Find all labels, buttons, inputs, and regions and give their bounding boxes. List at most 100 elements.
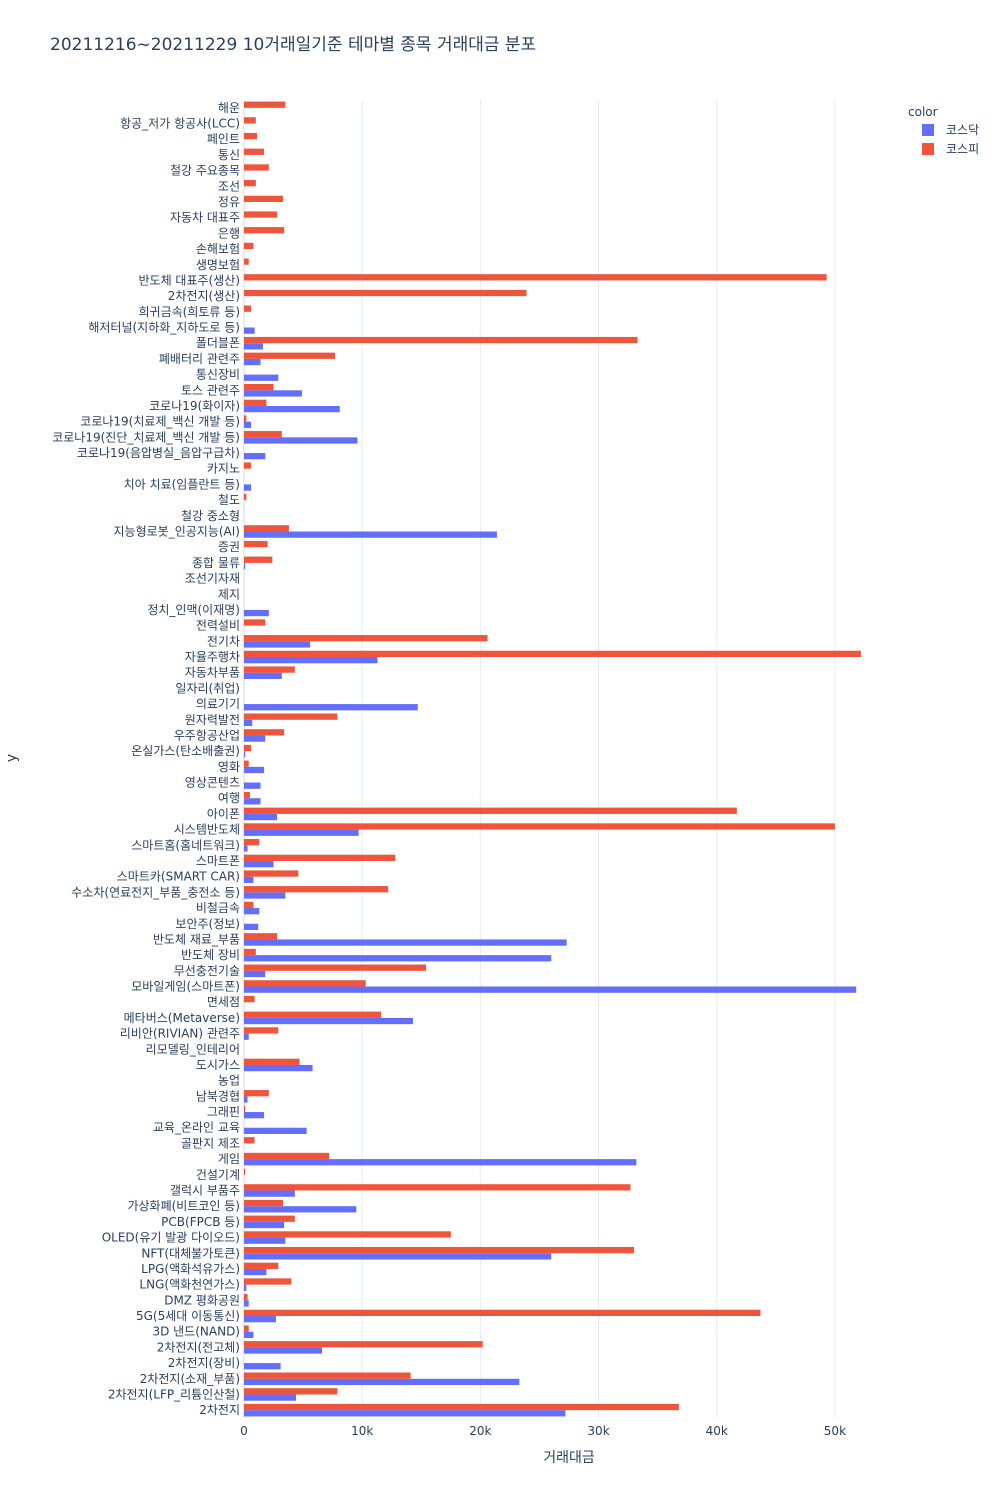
bar[interactable] bbox=[244, 854, 396, 861]
legend-label[interactable]: 코스닥 bbox=[946, 123, 979, 137]
bar[interactable] bbox=[244, 1058, 300, 1065]
bar[interactable] bbox=[244, 908, 260, 915]
bar[interactable] bbox=[244, 939, 567, 946]
bar[interactable] bbox=[244, 1231, 451, 1238]
bar[interactable] bbox=[244, 132, 257, 140]
bar[interactable] bbox=[244, 1325, 249, 1332]
bar[interactable] bbox=[244, 352, 335, 359]
bar[interactable] bbox=[244, 704, 418, 711]
bar[interactable] bbox=[244, 1278, 292, 1285]
bar[interactable] bbox=[244, 383, 274, 391]
bar[interactable] bbox=[244, 358, 261, 366]
bar[interactable] bbox=[244, 955, 552, 962]
bar[interactable] bbox=[244, 148, 265, 155]
bar[interactable] bbox=[244, 1017, 413, 1025]
bar[interactable] bbox=[244, 657, 378, 664]
bar[interactable] bbox=[244, 1127, 307, 1135]
bar[interactable] bbox=[244, 970, 266, 978]
bar[interactable] bbox=[244, 1090, 269, 1097]
bar[interactable] bbox=[244, 336, 638, 344]
bar[interactable] bbox=[244, 453, 266, 460]
bar[interactable] bbox=[244, 1372, 411, 1379]
legend-swatch[interactable] bbox=[922, 143, 934, 155]
bar[interactable] bbox=[244, 672, 282, 679]
bar[interactable] bbox=[244, 845, 248, 852]
bar[interactable] bbox=[244, 1284, 247, 1291]
bar[interactable] bbox=[244, 870, 299, 877]
bar[interactable] bbox=[244, 1309, 761, 1317]
bar[interactable] bbox=[244, 760, 249, 767]
bar[interactable] bbox=[244, 798, 261, 805]
bar[interactable] bbox=[244, 839, 260, 846]
bar[interactable] bbox=[244, 1347, 322, 1354]
bar[interactable] bbox=[244, 1190, 295, 1197]
bar[interactable] bbox=[244, 195, 283, 202]
bar[interactable] bbox=[244, 101, 286, 108]
bar[interactable] bbox=[244, 327, 255, 334]
bar[interactable] bbox=[244, 823, 835, 830]
bar[interactable] bbox=[244, 415, 247, 422]
bar[interactable] bbox=[244, 493, 247, 501]
bar[interactable] bbox=[244, 948, 256, 956]
bar[interactable] bbox=[244, 995, 255, 1003]
bar[interactable] bbox=[244, 964, 426, 971]
bar[interactable] bbox=[244, 1221, 285, 1229]
bar[interactable] bbox=[244, 399, 267, 406]
bar[interactable] bbox=[244, 650, 861, 658]
bar[interactable] bbox=[244, 1246, 634, 1254]
bar[interactable] bbox=[244, 1410, 566, 1417]
bar[interactable] bbox=[244, 1378, 520, 1386]
bar[interactable] bbox=[244, 1184, 631, 1191]
bar[interactable] bbox=[244, 1394, 296, 1401]
bar[interactable] bbox=[244, 923, 259, 931]
bar[interactable] bbox=[244, 1011, 382, 1018]
bar[interactable] bbox=[244, 1027, 279, 1034]
bar[interactable] bbox=[244, 1268, 267, 1276]
bar[interactable] bbox=[244, 562, 246, 570]
bar[interactable] bbox=[244, 751, 246, 758]
bar[interactable] bbox=[244, 227, 285, 234]
bar[interactable] bbox=[244, 1300, 249, 1307]
bar[interactable] bbox=[244, 713, 338, 720]
bar[interactable] bbox=[244, 782, 261, 789]
bar[interactable] bbox=[244, 390, 302, 397]
bar[interactable] bbox=[244, 437, 358, 444]
bar[interactable] bbox=[244, 1237, 286, 1244]
bar[interactable] bbox=[244, 374, 279, 381]
bar[interactable] bbox=[244, 860, 274, 868]
bar[interactable] bbox=[244, 540, 268, 548]
bar[interactable] bbox=[244, 791, 250, 799]
bar[interactable] bbox=[244, 117, 256, 124]
bar[interactable] bbox=[244, 1403, 679, 1411]
bar[interactable] bbox=[244, 635, 488, 642]
bar[interactable] bbox=[244, 1112, 265, 1119]
bar[interactable] bbox=[244, 876, 254, 883]
bar[interactable] bbox=[244, 986, 857, 993]
bar[interactable] bbox=[244, 744, 252, 752]
bar[interactable] bbox=[244, 886, 389, 893]
bar[interactable] bbox=[244, 431, 282, 438]
bar[interactable] bbox=[244, 1096, 248, 1103]
bar[interactable] bbox=[244, 666, 295, 673]
bar[interactable] bbox=[244, 1331, 254, 1338]
bar[interactable] bbox=[244, 343, 263, 350]
bar[interactable] bbox=[244, 1199, 283, 1207]
bar[interactable] bbox=[244, 1316, 276, 1323]
bar[interactable] bbox=[244, 1253, 552, 1260]
bar[interactable] bbox=[244, 766, 265, 774]
legend-label[interactable]: 코스피 bbox=[946, 142, 979, 156]
bar[interactable] bbox=[244, 892, 286, 899]
bar[interactable] bbox=[244, 719, 253, 727]
bar[interactable] bbox=[244, 525, 289, 532]
bar[interactable] bbox=[244, 274, 827, 281]
bar[interactable] bbox=[244, 807, 737, 814]
bar[interactable] bbox=[244, 258, 249, 265]
bar[interactable] bbox=[244, 1215, 295, 1222]
bar[interactable] bbox=[244, 619, 266, 626]
bar[interactable] bbox=[244, 609, 269, 617]
bar[interactable] bbox=[244, 1152, 330, 1160]
legend-swatch[interactable] bbox=[922, 124, 934, 136]
bar[interactable] bbox=[244, 980, 366, 987]
bar[interactable] bbox=[244, 531, 497, 538]
